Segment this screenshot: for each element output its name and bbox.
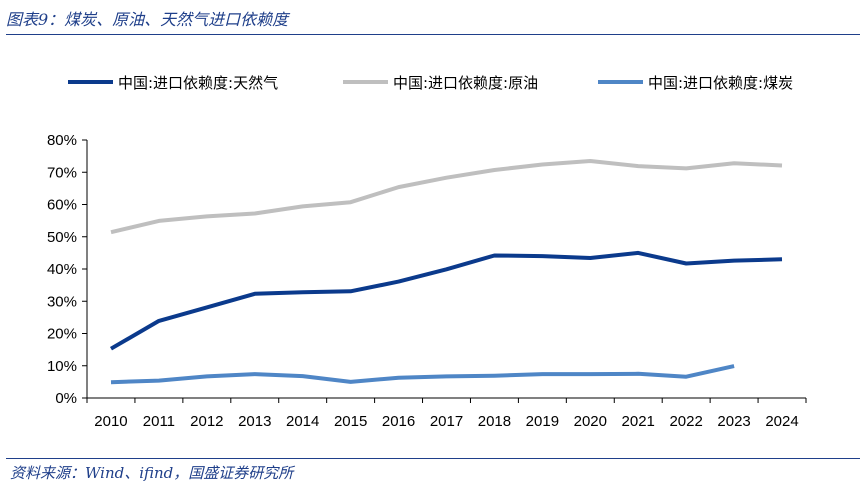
y-tick-label: 20% (47, 326, 77, 343)
x-tick-label: 2012 (190, 413, 223, 430)
series-line-1 (109, 250, 783, 351)
figure-title: 图表9：煤炭、原油、天然气进口依赖度 (6, 10, 289, 29)
x-tick-label: 2010 (94, 413, 127, 430)
x-tick-label: 2015 (334, 413, 367, 430)
legend: 中国:进口依赖度:天然气 中国:进口依赖度:原油 中国:进口依赖度:煤炭 (68, 74, 793, 92)
x-tick-label: 2016 (382, 413, 415, 430)
legend-label: 中国:进口依赖度:原油 (393, 74, 538, 92)
y-axis: 0% 10% 20% 30% 40% 50% 60% 70% 80% (47, 132, 88, 407)
y-tick-label: 40% (47, 261, 77, 278)
x-tick-label: 2019 (526, 413, 559, 430)
legend-label: 中国:进口依赖度:天然气 (118, 74, 278, 92)
bottom-rule (6, 458, 860, 459)
x-tick-label: 2022 (669, 413, 702, 430)
y-tick-label: 50% (47, 229, 77, 246)
top-rule (6, 34, 860, 35)
x-tick-label: 2013 (238, 413, 271, 430)
series-lines (109, 159, 783, 385)
legend-label: 中国:进口依赖度:煤炭 (648, 74, 793, 92)
x-tick-label: 2014 (286, 413, 319, 430)
x-tick-label: 2024 (765, 413, 798, 430)
y-tick-label: 70% (47, 164, 77, 181)
x-tick-label: 2020 (574, 413, 607, 430)
y-tick-label: 80% (47, 132, 77, 149)
y-tick-label: 30% (47, 293, 77, 310)
source-note: 资料来源：Wind、ifind，国盛证券研究所 (10, 464, 294, 482)
y-tick-label: 0% (55, 390, 77, 407)
x-tick-label: 2011 (143, 413, 175, 430)
series-line-2 (110, 159, 783, 235)
series-line-3 (110, 364, 735, 385)
x-axis: 2010 2011 2012 2013 2014 2015 2016 2017 2018 2019… (86, 397, 807, 430)
y-tick-label: 10% (47, 358, 77, 375)
x-tick-label: 2021 (622, 413, 655, 430)
x-tick-label: 2018 (478, 413, 511, 430)
y-tick-label: 60% (47, 197, 77, 214)
x-tick-label: 2023 (717, 413, 750, 430)
x-tick-label: 2017 (430, 413, 463, 430)
